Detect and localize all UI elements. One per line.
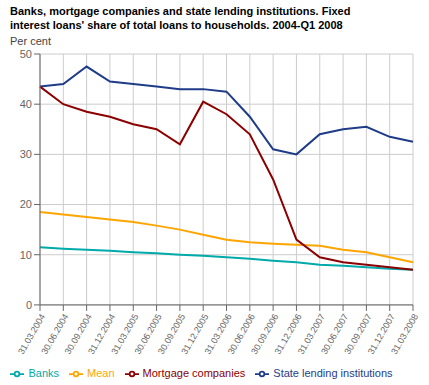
html-text:Banks: Banks	[28, 366, 59, 379]
svg-text:30.06.2004: 30.06.2004	[39, 312, 71, 357]
html-text:Mean: Mean	[87, 366, 115, 379]
svg-text:30: 30	[20, 148, 32, 160]
svg-text:31.12.2004: 31.12.2004	[86, 312, 118, 357]
html-text:interest loans' share of total: interest loans' share of total loans to …	[10, 19, 343, 31]
svg-text:10: 10	[20, 249, 32, 261]
svg-text:31.12.2007: 31.12.2007	[365, 312, 397, 357]
html-text:Per cent: Per cent	[10, 35, 51, 47]
html-text:State lending institutions: State lending institutions	[273, 366, 393, 379]
svg-text:31.03.2007: 31.03.2007	[295, 312, 327, 357]
svg-text:31.03.2005: 31.03.2005	[109, 312, 141, 357]
svg-text:40: 40	[20, 98, 32, 110]
svg-text:30.06.2007: 30.06.2007	[319, 312, 351, 357]
svg-text:31.03.2006: 31.03.2006	[202, 312, 234, 357]
svg-text:31.12.2006: 31.12.2006	[272, 312, 304, 357]
svg-text:30.09.2007: 30.09.2007	[342, 312, 374, 357]
svg-text:0: 0	[26, 299, 32, 311]
svg-text:30.06.2006: 30.06.2006	[225, 312, 258, 357]
svg-text:30.09.2004: 30.09.2004	[62, 312, 94, 357]
svg-text:31.03.2008: 31.03.2008	[389, 312, 420, 356]
svg-text:50: 50	[20, 48, 32, 60]
svg-text:30.09.2005: 30.09.2005	[156, 312, 188, 357]
html-text:Mortgage companies: Mortgage companies	[142, 366, 246, 379]
svg-text:31.12.2005: 31.12.2005	[179, 312, 211, 357]
html-text:Banks, mortgage companies and: Banks, mortgage companies and state lend…	[10, 5, 351, 17]
svg-text:30.06.2005: 30.06.2005	[132, 312, 164, 357]
svg-text:31.03.2004: 31.03.2004	[16, 312, 48, 357]
svg-text:30.09.2006: 30.09.2006	[249, 312, 281, 357]
svg-text:20: 20	[20, 198, 32, 210]
